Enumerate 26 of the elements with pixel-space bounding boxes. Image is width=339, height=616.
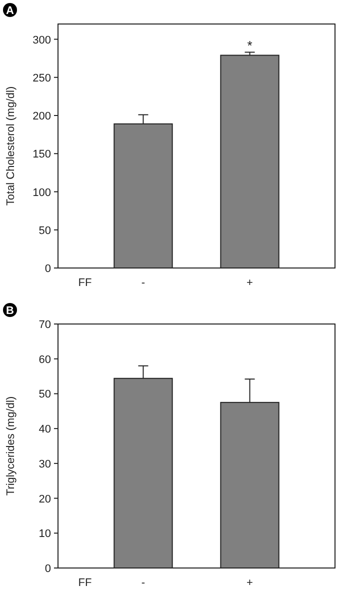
- y-tick-label: 50: [38, 224, 51, 237]
- x-tick-label: +: [246, 577, 253, 589]
- y-tick-label: 40: [38, 424, 51, 436]
- y-axis-title: Triglycerides (mg/dl): [5, 396, 17, 496]
- y-tick-label: 10: [38, 528, 51, 540]
- y-tick-label: 250: [32, 72, 51, 84]
- chart-title: B: [6, 305, 14, 317]
- x-tick-label: -: [141, 277, 146, 289]
- y-tick-label: 70: [38, 319, 51, 331]
- x-axis-title: FF: [78, 577, 92, 589]
- y-tick-label: 0: [44, 563, 51, 575]
- y-axis-title: Total Cholesterol (mg/dl): [5, 86, 17, 206]
- y-tick-label: 150: [32, 148, 51, 161]
- annotation: *: [247, 38, 252, 54]
- y-tick-label: 0: [44, 263, 51, 275]
- y-tick-label: 30: [38, 458, 51, 470]
- x-tick-label: +: [246, 277, 253, 289]
- y-tick-label: 100: [32, 186, 51, 199]
- y-tick-label: 20: [38, 493, 51, 506]
- y-tick-label: 60: [38, 354, 51, 366]
- x-tick-label: -: [141, 577, 146, 589]
- chart-title: A: [6, 5, 14, 17]
- y-tick-label: 200: [32, 110, 51, 122]
- y-tick-label: 300: [32, 34, 51, 46]
- x-axis-title: FF: [78, 277, 92, 289]
- y-tick-label: 50: [38, 388, 51, 401]
